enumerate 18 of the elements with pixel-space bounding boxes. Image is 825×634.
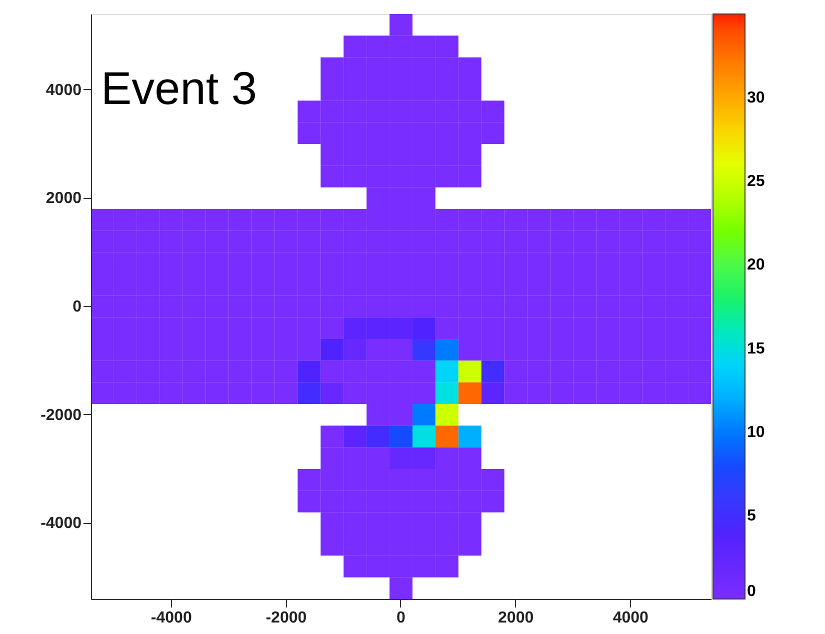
color-bar-label: 15 xyxy=(747,340,765,358)
color-bar-label: 0 xyxy=(747,583,756,600)
color-bar-label: 20 xyxy=(747,256,765,274)
x-tick-label: 2000 xyxy=(498,610,534,626)
color-bar-label: 5 xyxy=(747,507,756,524)
color-bar-label: 30 xyxy=(747,90,765,107)
x-tick-label: 4000 xyxy=(612,610,649,626)
color-bar-label: 10 xyxy=(747,424,765,441)
x-tick-label: 0 xyxy=(396,610,406,626)
annotation: Event 3 xyxy=(101,62,257,114)
y-tick-label: -4000 xyxy=(40,515,82,532)
y-tick-label: 2000 xyxy=(46,190,82,208)
x-tick-label: -4000 xyxy=(150,610,192,626)
x-tick-label: -2000 xyxy=(266,610,307,626)
color-bar-label: 25 xyxy=(747,173,765,190)
y-tick-label: 4000 xyxy=(46,82,82,99)
y-tick-label: 0 xyxy=(72,298,82,316)
y-tick-label: -2000 xyxy=(40,406,82,424)
